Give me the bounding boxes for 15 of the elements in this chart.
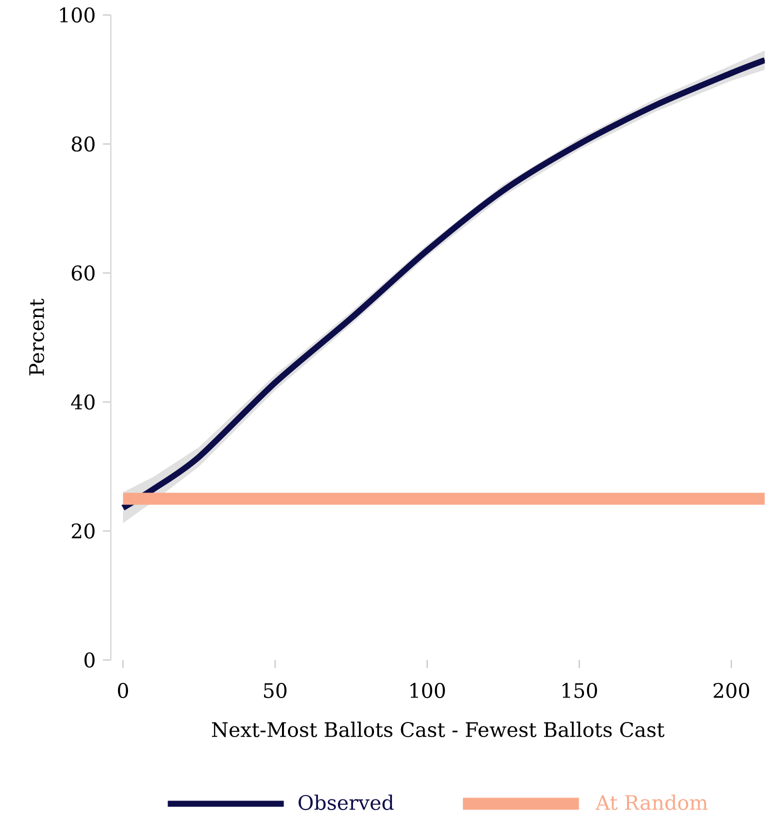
text: At Random: [595, 794, 708, 810]
x-tick-label: 100: [410, 682, 445, 698]
x-tick-label: 0: [118, 682, 128, 698]
y-tick-label: 80: [72, 136, 95, 152]
x-tick-label: 150: [562, 682, 598, 698]
x-tick-label: 50: [264, 682, 286, 698]
y-tick-label: 20: [72, 523, 95, 539]
y-tick-label: 60: [72, 265, 95, 281]
y-tick-label: 40: [71, 394, 95, 410]
text: Observed: [298, 794, 394, 810]
y-axis-title: Percent: [29, 298, 44, 376]
x-axis-title: Next-Most Ballots Cast - Fewest Ballots Cast: [212, 722, 664, 738]
y-tick-label: 100: [60, 7, 95, 23]
x-tick-label: 200: [714, 682, 750, 698]
y-tick-label: 0: [84, 652, 95, 668]
